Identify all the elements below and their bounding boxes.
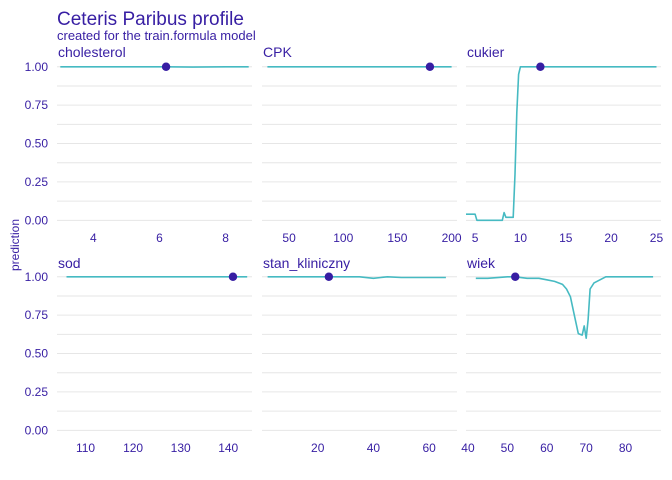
panel-title: CPK [263,44,292,60]
x-tick-label: 110 [76,441,95,455]
observation-point [536,62,545,71]
y-tick-label: 1.00 [25,270,49,284]
panel-title: stan_kliniczny [263,255,350,271]
x-tick-label: 60 [540,441,554,455]
x-tick-label: 70 [579,441,593,455]
panel-cholesterol: cholesterol 0.00 0.25 0.50 0.75 1.00 4 6 8 [25,44,252,245]
x-tick-label: 15 [559,231,573,245]
x-tick-label: 50 [501,441,515,455]
y-axis-label: prediction [8,219,22,271]
y-tick-label: 1.00 [25,60,49,74]
panel-wiek: wiek 40 50 60 70 80 [461,255,661,455]
x-tick-label: 40 [367,441,381,455]
panel-CPK: CPK 50 100 150 200 [262,44,462,245]
y-tick-label: 0.00 [25,423,49,437]
observation-point [511,272,520,281]
y-tick-label: 0.75 [25,98,49,112]
x-tick-label: 20 [311,441,325,455]
panel-title: sod [58,255,81,271]
x-tick-label: 6 [156,231,163,245]
x-tick-label: 100 [333,231,353,245]
x-tick-label: 25 [650,231,664,245]
y-tick-label: 0.25 [25,385,49,399]
x-tick-label: 140 [218,441,238,455]
x-tick-label: 150 [387,231,407,245]
observation-point [324,272,334,281]
profile-line [475,275,654,340]
y-tick-label: 0.25 [25,175,49,189]
panel-sod: sod 0.00 0.25 0.50 0.75 1.00 110 120 130 140 [25,255,252,455]
y-tick-label: 0.50 [25,347,49,361]
y-tick-label: 0.50 [25,137,49,151]
x-tick-label: 60 [422,441,436,455]
chart-title: Ceteris Paribus profile [57,9,244,30]
observation-point [161,62,171,71]
panel-cukier: cukier 5 10 15 20 25 [466,44,663,245]
panel-stan-kliniczny: stan_kliniczny 20 40 60 [262,255,457,455]
y-tick-label: 0.75 [25,308,49,322]
x-tick-label: 80 [619,441,633,455]
x-tick-label: 130 [171,441,191,455]
x-tick-label: 8 [222,231,229,245]
x-tick-label: 40 [461,441,475,455]
x-tick-label: 20 [604,231,618,245]
x-tick-label: 10 [514,231,528,245]
observation-point [228,272,238,281]
chart-subtitle: created for the train.formula model [57,28,256,43]
profile-line [267,275,446,280]
x-tick-label: 50 [282,231,296,245]
x-tick-label: 200 [442,231,462,245]
panels: cholesterol 0.00 0.25 0.50 0.75 1.00 4 6 8 CPK 50 1… [25,44,664,455]
panel-title: wiek [466,255,496,271]
y-tick-label: 0.00 [25,213,49,227]
panel-title: cukier [467,44,505,60]
panel-title: cholesterol [58,44,126,60]
x-tick-label: 5 [472,231,479,245]
observation-point [425,62,435,71]
x-tick-label: 120 [123,441,143,455]
x-tick-label: 4 [90,231,97,245]
